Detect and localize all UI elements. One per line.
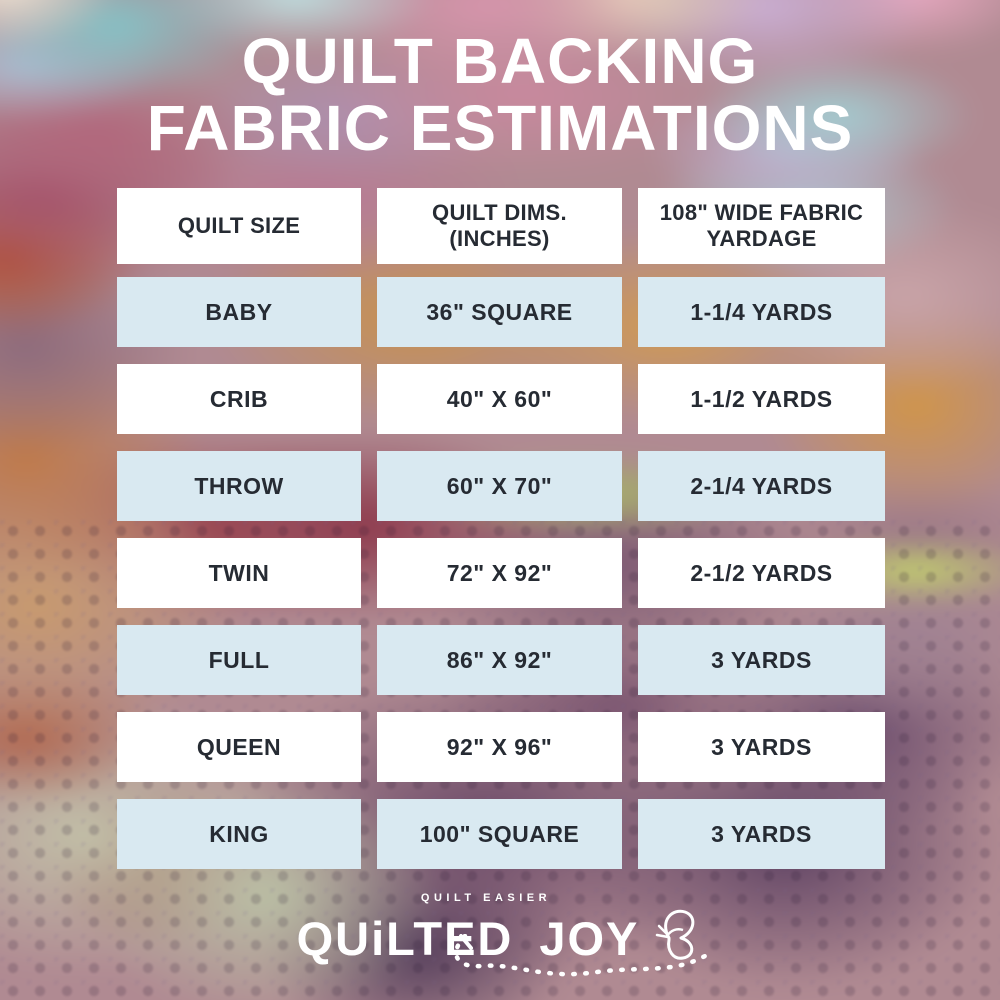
- logo-tagline: QUILT EASIER: [420, 892, 552, 904]
- table-header-row: QUILT SIZE QUILT DIMS. (INCHES) 108" WID…: [117, 188, 885, 264]
- cell-dims: 92" X 96": [377, 712, 622, 782]
- table-row-king: KING 100" SQUARE 3 YARDS: [117, 799, 885, 869]
- column-header-quilt-dims: QUILT DIMS. (INCHES): [377, 188, 622, 264]
- column-header-fabric-yardage: 108" WIDE FABRIC YARDAGE: [638, 188, 885, 264]
- column-header-quilt-size: QUILT SIZE: [117, 188, 361, 264]
- cell-dims: 36" SQUARE: [377, 277, 622, 347]
- table-row-full: FULL 86" X 92" 3 YARDS: [117, 625, 885, 695]
- cell-size: BABY: [117, 277, 361, 347]
- cell-size: QUEEN: [117, 712, 361, 782]
- cell-dims: 100" SQUARE: [377, 799, 622, 869]
- cell-yardage: 2-1/4 YARDS: [638, 451, 885, 521]
- cell-size: KING: [117, 799, 361, 869]
- page-title: QUILT BACKING FABRIC ESTIMATIONS: [0, 28, 1000, 161]
- cell-size: FULL: [117, 625, 361, 695]
- cell-yardage: 3 YARDS: [638, 712, 885, 782]
- cell-yardage: 1-1/4 YARDS: [638, 277, 885, 347]
- cell-size: CRIB: [117, 364, 361, 434]
- title-line-2: FABRIC ESTIMATIONS: [146, 91, 854, 164]
- cell-size: TWIN: [117, 538, 361, 608]
- table-row-twin: TWIN 72" X 92" 2-1/2 YARDS: [117, 538, 885, 608]
- quilted-joy-logo: QUILT EASIER QUiLTED JOY: [0, 892, 1000, 977]
- title-line-1: QUILT BACKING: [241, 25, 759, 97]
- logo-brand: QUiLTED JOY: [296, 906, 707, 977]
- table-row-queen: QUEEN 92" X 96" 3 YARDS: [117, 712, 885, 782]
- table-row-throw: THROW 60" X 70" 2-1/4 YARDS: [117, 451, 885, 521]
- logo-brand-word-joy: JOY: [539, 911, 640, 965]
- cell-yardage: 1-1/2 YARDS: [638, 364, 885, 434]
- cell-yardage: 3 YARDS: [638, 799, 885, 869]
- cell-dims: 60" X 70": [377, 451, 622, 521]
- table-row-crib: CRIB 40" X 60" 1-1/2 YARDS: [117, 364, 885, 434]
- table-row-baby: BABY 36" SQUARE 1-1/4 YARDS: [117, 277, 885, 347]
- cell-dims: 40" X 60": [377, 364, 622, 434]
- cell-yardage: 3 YARDS: [638, 625, 885, 695]
- cell-dims: 86" X 92": [377, 625, 622, 695]
- butterfly-icon: [656, 909, 695, 960]
- cell-dims: 72" X 92": [377, 538, 622, 608]
- logo-brand-word-quilted: QUiLTED: [296, 911, 514, 965]
- cell-size: THROW: [117, 451, 361, 521]
- cell-yardage: 2-1/2 YARDS: [638, 538, 885, 608]
- fabric-estimation-table: QUILT SIZE QUILT DIMS. (INCHES) 108" WID…: [117, 188, 885, 869]
